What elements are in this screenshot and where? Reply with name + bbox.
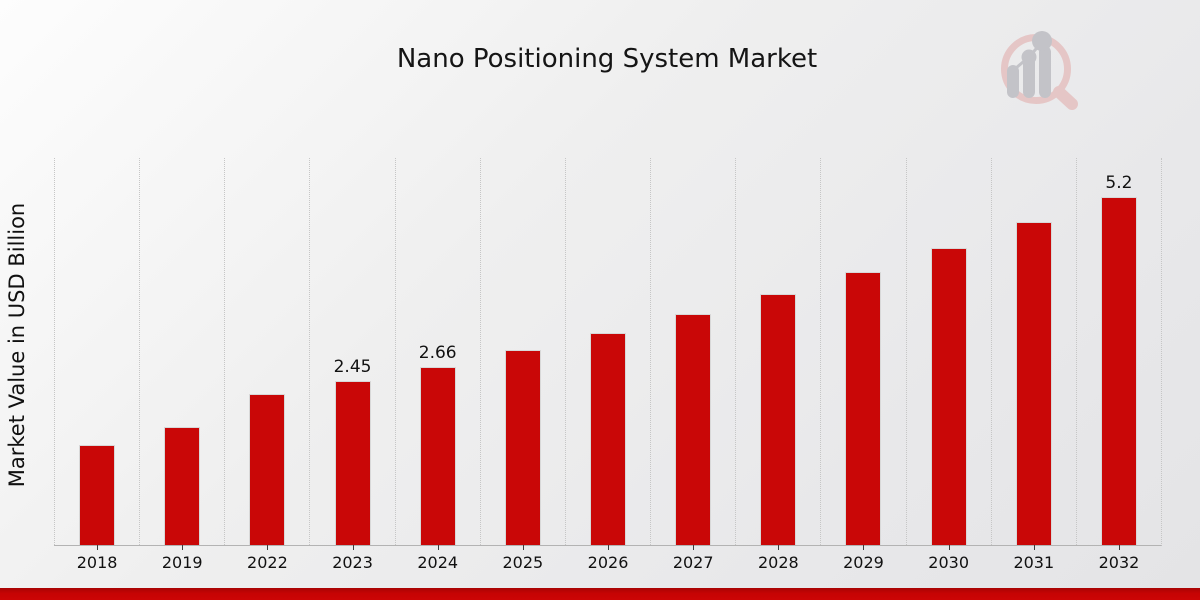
chart-title: Nano Positioning System Market bbox=[396, 44, 818, 74]
x-axis-tick-2022 bbox=[267, 545, 269, 550]
x-tick-label-2029: 2029 bbox=[843, 553, 884, 572]
x-tick-label-2023: 2023 bbox=[332, 553, 373, 572]
bar-2019 bbox=[164, 427, 201, 545]
x-tick-label-2022: 2022 bbox=[247, 553, 288, 572]
bar-2024 bbox=[419, 367, 456, 545]
x-tick-label-2030: 2030 bbox=[928, 553, 969, 572]
x-tick-label-2031: 2031 bbox=[1013, 553, 1055, 572]
bar-value-label-2023: 2.45 bbox=[333, 357, 372, 377]
bar-2026 bbox=[590, 333, 627, 545]
x-tick-label-2025: 2025 bbox=[502, 553, 544, 572]
bar-2030 bbox=[930, 248, 967, 545]
x-tick-label-2028: 2028 bbox=[757, 553, 799, 572]
x-axis-tick-2024 bbox=[437, 545, 439, 550]
x-tick-label-2024: 2024 bbox=[417, 553, 459, 572]
x-tick-label-2026: 2026 bbox=[587, 553, 629, 572]
bar-chart-plot-area: 2018 2019 2022 2.45 2023 2.66 2024 2025 2026 2027… bbox=[54, 158, 1162, 572]
footer-accent-band bbox=[0, 588, 1200, 600]
x-tick-label-2019: 2019 bbox=[161, 553, 203, 572]
bar-2032 bbox=[1100, 197, 1137, 545]
x-axis-tick-2023 bbox=[352, 545, 354, 550]
x-axis-tick-2032 bbox=[1118, 545, 1120, 550]
category-slot-2030: 2030 bbox=[905, 158, 991, 572]
bar-2023 bbox=[334, 381, 371, 545]
category-slot-2018: 2018 bbox=[54, 158, 139, 572]
bar-2028 bbox=[760, 294, 797, 545]
x-axis-tick-2030 bbox=[948, 545, 950, 550]
category-slot-2027: 2027 bbox=[650, 158, 735, 572]
category-slot-2019: 2019 bbox=[139, 158, 224, 572]
bar-2025 bbox=[504, 350, 541, 545]
x-axis-tick-2028 bbox=[778, 545, 780, 550]
magnifier-bar-chart-logo bbox=[1001, 31, 1078, 110]
x-tick-label-2018: 2018 bbox=[76, 553, 118, 572]
bar-2031 bbox=[1015, 222, 1052, 545]
bar-2018 bbox=[79, 445, 116, 545]
bar-2022 bbox=[249, 394, 286, 545]
category-slot-2032: 5.2 2032 bbox=[1075, 158, 1161, 572]
y-axis-label: Market Value in USD Billion bbox=[5, 202, 29, 488]
x-tick-label-2027: 2027 bbox=[672, 553, 714, 572]
bar-2027 bbox=[675, 314, 712, 545]
category-slot-2028: 2028 bbox=[735, 158, 820, 572]
x-axis-tick-2019 bbox=[182, 545, 184, 550]
bar-2029 bbox=[845, 272, 882, 545]
category-slot-2023: 2.45 2023 bbox=[309, 158, 394, 572]
category-slot-2031: 2031 bbox=[990, 158, 1076, 572]
category-slot-2029: 2029 bbox=[820, 158, 905, 572]
x-axis-tick-2025 bbox=[522, 545, 524, 550]
bar-value-label-2024: 2.66 bbox=[418, 343, 457, 363]
x-axis-tick-2031 bbox=[1033, 545, 1035, 550]
bar-value-label-2032: 5.2 bbox=[1105, 173, 1133, 193]
category-slot-2026: 2026 bbox=[564, 158, 650, 572]
x-axis-tick-2026 bbox=[608, 545, 610, 550]
x-axis-tick-2027 bbox=[693, 545, 695, 550]
category-slot-2025: 2025 bbox=[479, 158, 565, 572]
category-slot-2024: 2.66 2024 bbox=[394, 158, 480, 572]
x-axis-tick-2018 bbox=[97, 545, 99, 550]
logo-growth-bars bbox=[1007, 31, 1052, 98]
x-axis-tick-2029 bbox=[863, 545, 865, 550]
x-tick-label-2032: 2032 bbox=[1098, 553, 1140, 572]
category-slot-2022: 2022 bbox=[224, 158, 309, 572]
